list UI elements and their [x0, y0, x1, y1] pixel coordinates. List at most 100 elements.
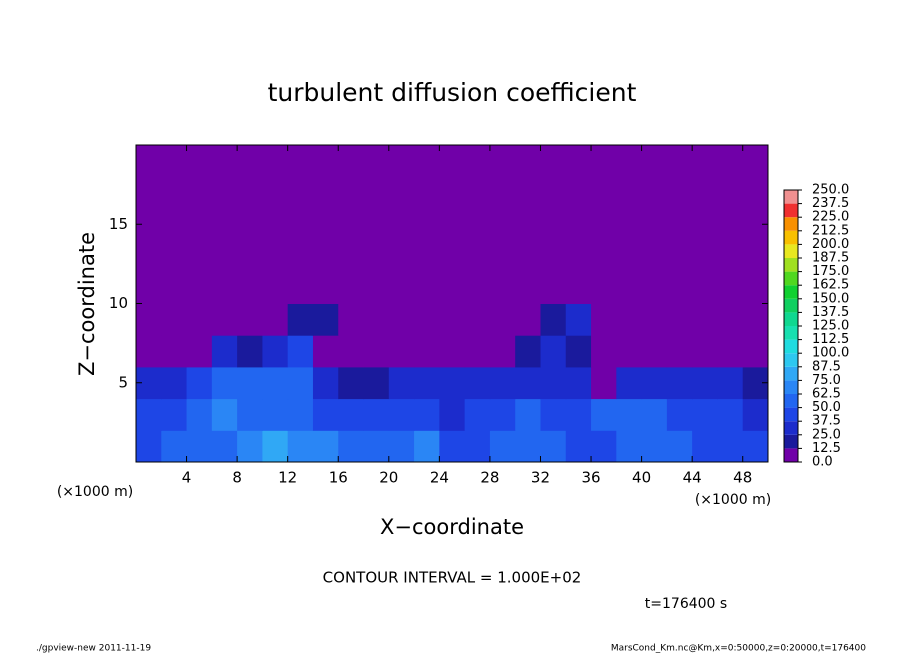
colorbar-label: 150.0 — [812, 291, 849, 306]
colorbar-swatch — [784, 217, 798, 231]
heat-cell — [262, 303, 289, 336]
footer-right: MarsCond_Km.nc@Km,x=0:50000,z=0:20000,t=… — [611, 644, 866, 654]
heat-cell — [136, 430, 162, 463]
heat-cell — [489, 430, 516, 463]
heat-cell — [211, 271, 238, 304]
heat-cell — [717, 303, 744, 336]
heat-cell — [641, 366, 668, 400]
heat-cell — [287, 398, 314, 431]
colorbar-swatch — [784, 448, 798, 462]
colorbar-label: 75.0 — [812, 373, 841, 388]
heat-cell — [312, 366, 339, 400]
heat-cell — [439, 303, 466, 336]
heat-cell — [742, 398, 769, 431]
colorbar-swatch — [784, 421, 798, 435]
heat-cell — [388, 398, 415, 431]
heat-cell — [237, 430, 263, 463]
heat-cell — [641, 271, 668, 304]
heat-cell — [666, 398, 693, 431]
heat-cell — [186, 335, 213, 368]
heat-cell — [666, 366, 693, 400]
heat-cell — [414, 303, 440, 336]
heat-cell — [439, 335, 466, 368]
heat-cell — [312, 303, 339, 336]
footer-left: ./gpview-new 2011-11-19 — [36, 644, 151, 654]
heat-cell — [262, 398, 289, 431]
heat-cell — [515, 335, 541, 368]
heat-cell — [338, 398, 365, 431]
heat-cell — [717, 430, 744, 463]
colorbar-label: 137.5 — [812, 305, 849, 320]
heat-cell — [439, 366, 466, 400]
heat-cell — [287, 335, 314, 368]
heat-cell — [388, 366, 415, 400]
y-axis-label: Z−coordinate — [75, 232, 99, 376]
heat-cell — [287, 366, 314, 400]
heat-cell — [515, 366, 541, 400]
heat-cell — [489, 271, 516, 304]
contour-note: CONTOUR INTERVAL = 1.000E+02 — [323, 569, 582, 587]
colorbar-label: 62.5 — [812, 387, 841, 402]
colorbar-label: 100.0 — [812, 346, 849, 361]
heat-cell — [616, 303, 643, 336]
heat-cell — [439, 398, 466, 431]
heat-cell — [338, 303, 365, 336]
colorbar-swatch — [784, 380, 798, 394]
heat-cell — [616, 271, 643, 304]
colorbar-swatch — [784, 285, 798, 299]
x-tick-label: 48 — [733, 469, 752, 487]
x-axis-label: X−coordinate — [380, 515, 524, 539]
heat-cell — [717, 366, 744, 400]
heat-cell — [414, 366, 440, 400]
heat-cell — [666, 430, 693, 463]
y-tick-label: 5 — [118, 373, 128, 391]
x-tick-label: 20 — [379, 469, 398, 487]
heat-cell — [565, 398, 592, 431]
colorbar-label: 200.0 — [812, 237, 849, 252]
heat-cell — [211, 303, 238, 336]
heat-cell — [161, 430, 188, 463]
heat-cell — [363, 271, 390, 304]
heat-cell — [161, 398, 188, 431]
heat-cell — [262, 335, 289, 368]
heat-cell — [515, 271, 541, 304]
heat-cell — [464, 271, 491, 304]
heat-cell — [161, 303, 188, 336]
colorbar-label: 225.0 — [812, 210, 849, 225]
heat-cell — [439, 271, 466, 304]
heat-cell — [616, 398, 643, 431]
colorbar-label: 162.5 — [812, 278, 849, 293]
heat-cell — [237, 303, 263, 336]
heat-cell — [717, 271, 744, 304]
heat-cell — [515, 430, 541, 463]
colorbar-label: 87.5 — [812, 359, 841, 374]
colorbar-label: 250.0 — [812, 183, 849, 198]
heat-cell — [591, 398, 617, 431]
heat-cell — [742, 271, 769, 304]
heat-cell — [186, 398, 213, 431]
heat-cell — [591, 430, 617, 463]
colorbar-label: 212.5 — [812, 223, 849, 238]
heat-cell — [414, 430, 440, 463]
x-unit-label: (×1000 m) — [695, 492, 771, 508]
heat-cell — [489, 366, 516, 400]
colorbar-label: 237.5 — [812, 196, 849, 211]
heat-cell — [186, 303, 213, 336]
heat-cell — [388, 271, 415, 304]
heat-cell — [692, 430, 718, 463]
x-tick-label: 40 — [632, 469, 651, 487]
heat-cell — [515, 398, 541, 431]
x-tick-label: 12 — [278, 469, 297, 487]
heat-cell — [363, 430, 390, 463]
y-unit-label: (×1000 m) — [57, 484, 133, 500]
heat-cell — [414, 271, 440, 304]
heat-cell — [237, 398, 263, 431]
heat-cell — [641, 398, 668, 431]
heat-cell — [363, 366, 390, 400]
heat-cell — [692, 303, 718, 336]
heat-cell — [363, 398, 390, 431]
heat-cell — [591, 335, 617, 368]
heat-cell — [186, 366, 213, 400]
heat-cell — [565, 271, 592, 304]
